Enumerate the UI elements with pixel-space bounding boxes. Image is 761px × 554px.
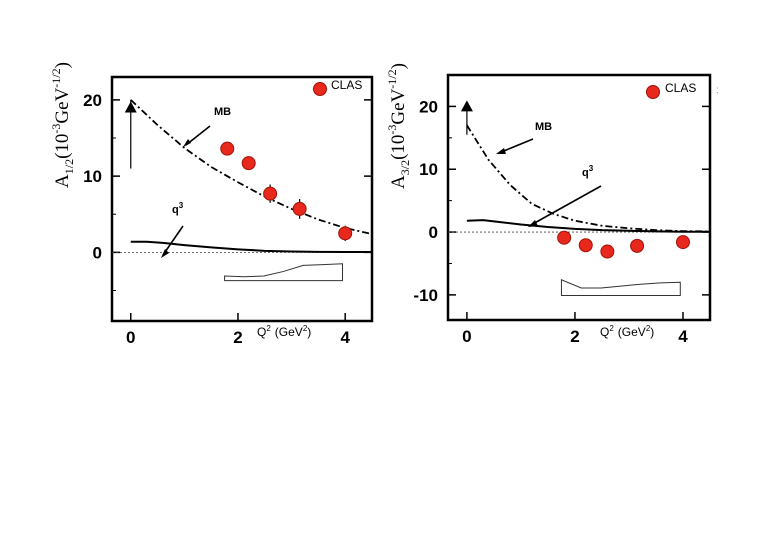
clas-point <box>675 235 690 250</box>
x-tick-label: 2 <box>233 328 242 347</box>
plot-frame <box>446 73 712 322</box>
q3-arrow-head <box>161 249 169 258</box>
y-label-main: A <box>52 174 73 188</box>
y-label-gev: GeV <box>52 87 73 123</box>
y-label-main: A <box>388 175 409 189</box>
clas-point <box>630 238 645 253</box>
systematic-band <box>560 279 681 296</box>
y-label-close: ) <box>52 62 73 68</box>
clas-point <box>557 230 572 245</box>
clas-point <box>241 156 256 171</box>
x-label-q: Q <box>257 325 266 339</box>
x-tick-label: 0 <box>462 327 471 346</box>
x-tick-label: 0 <box>126 328 135 347</box>
x-label-exp: 2 <box>266 324 271 333</box>
mb-label: MB <box>535 121 552 133</box>
mb-arrow-head <box>496 148 506 154</box>
x-label-exp: 2 <box>609 324 614 333</box>
y-label-exp1: -3 <box>49 124 63 134</box>
y-label-sub: 3/2 <box>398 160 412 175</box>
q3-arrow <box>162 225 184 256</box>
svg-text:A1/2(10-3GeV-1/2): A1/2(10-3GeV-1/2) <box>49 62 76 188</box>
y-label-exp2: -1/2 <box>385 69 399 88</box>
x-label-close: ) <box>307 325 311 339</box>
x-axis-label: Q2 (GeV2) <box>257 324 311 339</box>
y-label-exp1: -3 <box>385 125 399 135</box>
x-label-units-exp: 2 <box>303 324 308 333</box>
clas-point <box>263 186 278 201</box>
mb-arrow-head <box>183 139 191 147</box>
q3-label: q3 <box>172 201 184 216</box>
photon-point <box>460 100 473 112</box>
clas-point <box>338 226 353 241</box>
svg-text:Q2(GeV2): Q2 (GeV2) <box>257 324 311 339</box>
q3-arrow <box>530 185 602 226</box>
y-label-units: (10 <box>52 134 73 159</box>
y-axis-label: A1/2(10-3GeV-1/2) <box>49 62 76 188</box>
photon-point <box>124 101 137 113</box>
clas-point <box>600 244 615 259</box>
q3-curve <box>130 240 372 253</box>
y-label-close: ) <box>388 63 409 69</box>
q3-arrow-head <box>528 220 538 227</box>
legend-label: CLAS <box>331 78 362 92</box>
y-tick-label: 0 <box>429 223 438 242</box>
x-tick-label: 4 <box>678 327 688 346</box>
systematic-band <box>224 263 344 282</box>
legend: CLAS <box>313 78 362 96</box>
y-label-exp2: -1/2 <box>49 68 63 87</box>
plot-frame <box>110 75 374 323</box>
y-tick-label: 20 <box>419 97 438 116</box>
x-tick-label: 4 <box>340 328 350 347</box>
x-label-units: (GeV <box>275 325 303 339</box>
x-label-units: (GeV <box>618 325 646 339</box>
legend: CLAS <box>646 81 696 99</box>
y-label-units: (10 <box>388 135 409 160</box>
svg-text:Q2(GeV2): Q2 (GeV2) <box>600 324 654 339</box>
y-tick-label: 20 <box>83 91 102 110</box>
mb-curve <box>130 99 373 235</box>
clas-point <box>220 141 235 156</box>
x-tick-label: 2 <box>570 327 579 346</box>
mb-label: MB <box>214 106 231 118</box>
y-tick-label: 10 <box>83 167 102 186</box>
x-axis-label: Q2 (GeV2) <box>600 324 654 339</box>
legend-marker <box>313 82 327 96</box>
y-tick-label: 10 <box>419 160 438 179</box>
q3-label: q3 <box>582 164 594 179</box>
svg-text:A3/2(10-3GeV-1/2): A3/2(10-3GeV-1/2) <box>385 63 412 189</box>
edge-artifact: : <box>716 85 719 96</box>
clas-point <box>292 201 307 216</box>
x-label-close: ) <box>650 325 654 339</box>
y-tick-label: 0 <box>93 243 102 262</box>
q3-curve <box>466 219 710 233</box>
y-tick-label: -10 <box>413 286 438 305</box>
mb-curve <box>466 124 711 233</box>
legend-marker <box>646 85 660 99</box>
legend-label: CLAS <box>665 81 696 95</box>
y-axis-label: A3/2(10-3GeV-1/2) <box>385 63 412 189</box>
y-label-sub: 1/2 <box>62 159 76 174</box>
x-label-q: Q <box>600 325 609 339</box>
y-label-gev: GeV <box>388 88 409 124</box>
clas-point <box>578 238 593 253</box>
x-label-units-exp: 2 <box>646 324 651 333</box>
